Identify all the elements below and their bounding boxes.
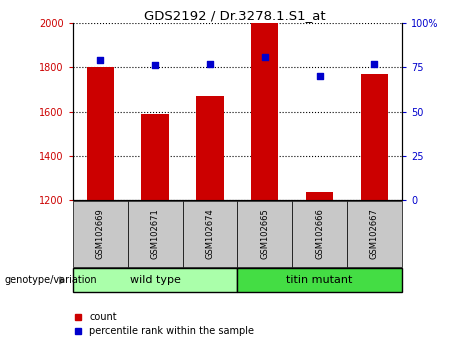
- Text: GSM102671: GSM102671: [150, 209, 160, 259]
- Text: GSM102665: GSM102665: [260, 209, 269, 259]
- Text: wild type: wild type: [130, 275, 180, 285]
- Text: GSM102669: GSM102669: [96, 209, 105, 259]
- Point: [151, 63, 159, 68]
- Point: [371, 61, 378, 67]
- Text: genotype/variation: genotype/variation: [5, 275, 97, 285]
- Bar: [73, 201, 128, 267]
- Bar: [73, 268, 237, 292]
- Bar: [237, 201, 292, 267]
- Text: percentile rank within the sample: percentile rank within the sample: [89, 326, 254, 336]
- Bar: [292, 201, 347, 267]
- Bar: [182, 201, 237, 267]
- Point: [206, 61, 214, 67]
- Text: count: count: [89, 312, 117, 322]
- Bar: [128, 201, 182, 267]
- Bar: [237, 268, 402, 292]
- Bar: [306, 192, 333, 200]
- Bar: [196, 96, 224, 200]
- Bar: [141, 114, 169, 200]
- Text: titin mutant: titin mutant: [286, 275, 353, 285]
- Bar: [86, 67, 114, 200]
- Point: [96, 57, 104, 63]
- Polygon shape: [60, 277, 64, 284]
- Text: GSM102667: GSM102667: [370, 209, 379, 259]
- Bar: [251, 23, 278, 200]
- Text: GSM102674: GSM102674: [205, 209, 214, 259]
- Text: GSM102666: GSM102666: [315, 209, 324, 259]
- Bar: [361, 74, 388, 200]
- Bar: [347, 201, 402, 267]
- Text: GDS2192 / Dr.3278.1.S1_at: GDS2192 / Dr.3278.1.S1_at: [144, 9, 326, 22]
- Point: [316, 73, 323, 79]
- Point: [261, 54, 268, 59]
